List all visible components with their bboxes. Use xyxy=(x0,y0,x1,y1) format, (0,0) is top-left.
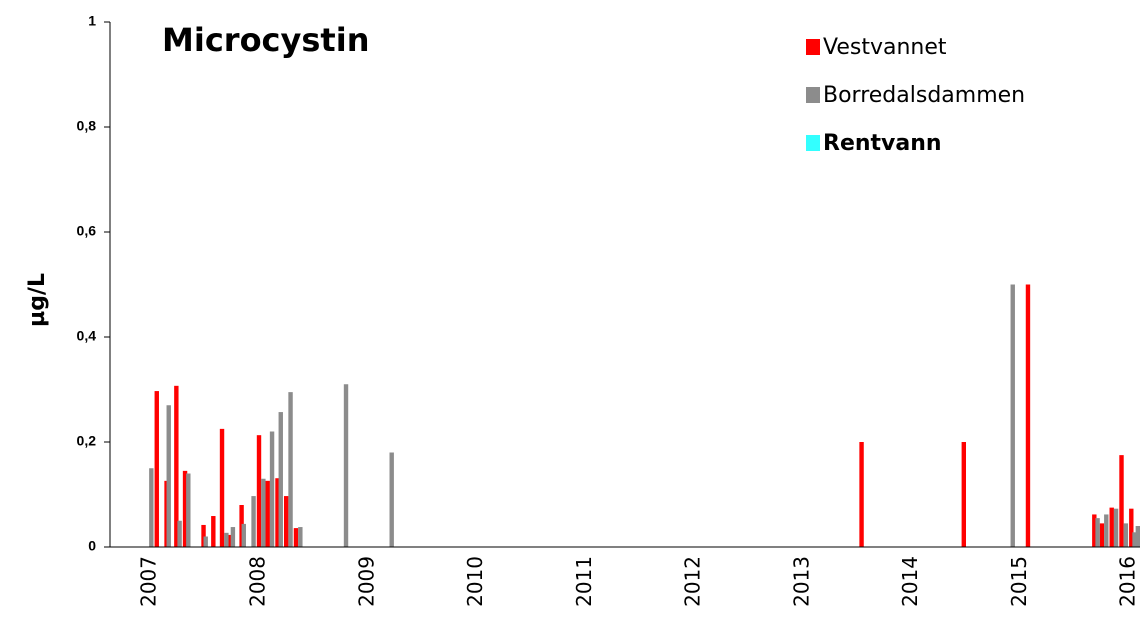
bar xyxy=(1119,455,1124,547)
x-tick-label: 2010 xyxy=(463,556,487,607)
bar xyxy=(177,520,182,547)
bar xyxy=(265,480,270,547)
bar xyxy=(219,428,225,547)
x-tick-label: 2015 xyxy=(1007,556,1031,607)
bar xyxy=(961,442,967,547)
bar xyxy=(278,412,283,547)
bar xyxy=(283,496,289,547)
y-tick-label: 0,8 xyxy=(77,118,97,134)
bar xyxy=(389,452,394,547)
bar xyxy=(174,385,179,547)
legend-swatch xyxy=(806,87,820,103)
y-axis-label: µg/L xyxy=(25,273,50,327)
bar xyxy=(256,435,262,547)
bar xyxy=(149,468,154,547)
bar xyxy=(293,528,299,547)
bar xyxy=(859,442,864,547)
y-tick-label: 0 xyxy=(88,538,96,554)
x-tick-label: 2013 xyxy=(789,556,813,607)
bar xyxy=(343,384,349,547)
bar xyxy=(288,392,293,547)
bar xyxy=(211,516,216,547)
bar xyxy=(1132,532,1137,547)
bar xyxy=(1104,514,1109,547)
chart-title: Microcystin xyxy=(162,21,369,59)
legend-label: Rentvann xyxy=(823,131,942,156)
bar xyxy=(201,524,206,547)
bar xyxy=(203,536,208,547)
bar xyxy=(1092,514,1097,547)
bar xyxy=(298,527,303,547)
x-tick-label: 2011 xyxy=(572,556,596,607)
bar xyxy=(227,534,232,547)
y-tick-label: 1 xyxy=(88,13,96,29)
x-tick-label: 2008 xyxy=(246,556,270,607)
bar xyxy=(269,431,275,547)
bar xyxy=(1123,523,1129,547)
bar xyxy=(1025,284,1031,547)
bar xyxy=(1129,508,1134,547)
legend-swatch xyxy=(806,39,820,55)
x-tick-label: 2014 xyxy=(898,556,922,607)
y-tick-label: 0,4 xyxy=(77,328,97,344)
bar xyxy=(182,470,188,547)
bar xyxy=(230,527,236,547)
bar xyxy=(241,523,246,547)
legend-label: Vestvannet xyxy=(823,35,947,60)
bar xyxy=(261,478,266,547)
x-tick-label: 2012 xyxy=(681,556,705,607)
plot-area xyxy=(149,284,1140,547)
bar xyxy=(1109,507,1114,547)
bar xyxy=(1135,526,1140,547)
legend-label: Borredalsdammen xyxy=(823,83,1025,108)
y-tick-label: 0,6 xyxy=(77,223,97,239)
bar xyxy=(1113,508,1119,547)
x-tick-label: 2016 xyxy=(1116,556,1140,607)
legend-swatch xyxy=(806,135,820,151)
bar xyxy=(1010,284,1015,547)
bar xyxy=(251,496,256,547)
y-tick-label: 0,2 xyxy=(77,433,97,449)
bar xyxy=(186,473,191,547)
bar xyxy=(154,391,159,547)
x-tick-label: 2009 xyxy=(354,556,378,607)
bar xyxy=(1099,523,1105,547)
bar xyxy=(1095,518,1100,547)
bar xyxy=(166,405,171,547)
bar xyxy=(224,532,229,547)
bar xyxy=(275,478,280,547)
x-tick-label: 2007 xyxy=(137,556,161,607)
